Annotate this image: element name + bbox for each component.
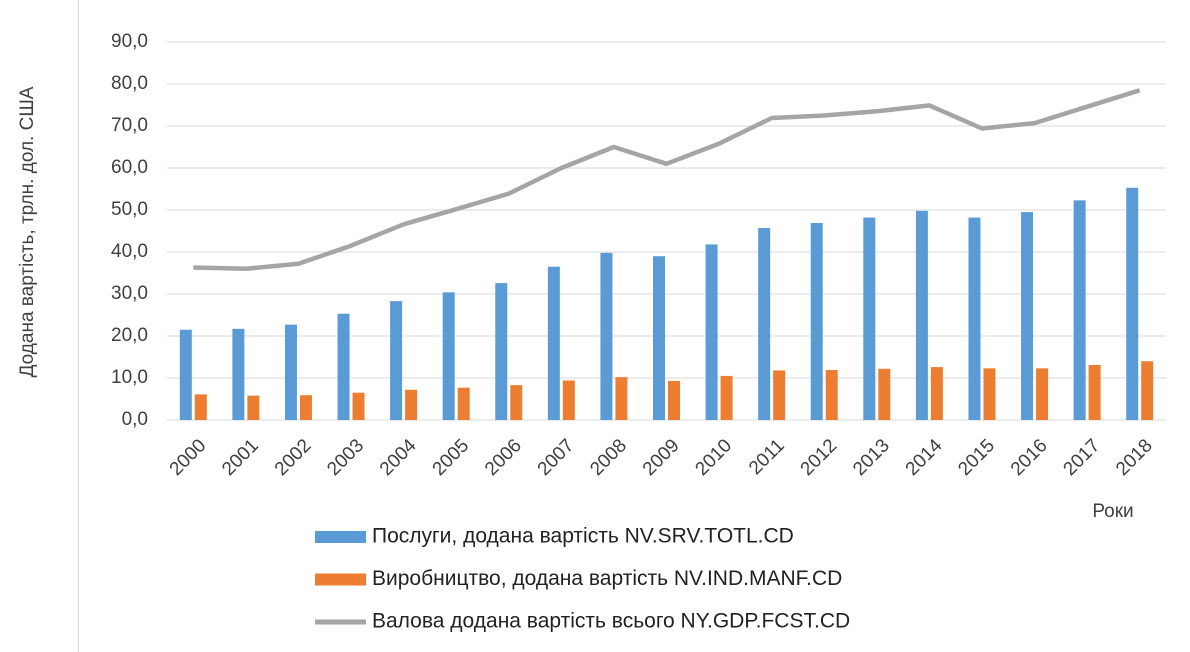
bar	[352, 392, 365, 420]
x-tick-label: 2007	[534, 435, 579, 480]
legend-label: Послуги, додана вартість NV.SRV.TOTL.CD	[372, 525, 794, 548]
bar	[825, 370, 838, 420]
bar	[930, 367, 943, 420]
legend-swatch	[315, 531, 366, 543]
bar	[495, 283, 508, 420]
x-tick-label: 2003	[323, 435, 368, 480]
y-tick-label: 40,0	[111, 241, 148, 262]
y-tick-label: 90,0	[111, 31, 148, 52]
y-tick-label: 20,0	[111, 325, 148, 346]
bar	[1088, 364, 1101, 420]
bar	[457, 387, 470, 420]
bar	[810, 223, 823, 420]
bar	[863, 217, 876, 420]
x-tick-label: 2016	[1007, 435, 1052, 480]
bar	[653, 256, 665, 420]
legend-swatch	[315, 573, 366, 586]
chart-border	[78, 0, 1190, 652]
x-tick-label: 2014	[902, 435, 947, 480]
y-tick-label: 60,0	[111, 157, 148, 178]
bar	[773, 370, 786, 420]
bar	[405, 389, 418, 420]
bar	[615, 377, 628, 420]
x-tick-label: 2004	[376, 435, 421, 480]
y-tick-label: 80,0	[111, 73, 148, 94]
x-tick-label: 2010	[691, 435, 736, 480]
bar	[562, 380, 575, 420]
bar	[983, 368, 996, 420]
x-tick-label: 2018	[1112, 435, 1157, 480]
x-tick-label: 2001	[218, 435, 263, 480]
legend-label: Валова додана вартість всього NY.GDP.FCS…	[372, 610, 850, 633]
y-tick-label: 0,0	[122, 409, 148, 430]
x-tick-label: 2006	[481, 435, 526, 480]
bar	[1126, 187, 1139, 420]
x-tick-label: 2000	[166, 435, 211, 480]
bar	[705, 244, 718, 420]
bar	[390, 301, 403, 420]
x-tick-label: 2002	[271, 435, 316, 480]
bar	[968, 217, 981, 420]
bar	[194, 394, 207, 420]
bar	[758, 228, 771, 420]
legend-label: Виробництво, додана вартість NV.IND.MANF…	[372, 567, 842, 590]
line	[193, 88, 1141, 272]
bar	[1073, 200, 1086, 420]
x-tick-label: 2011	[745, 435, 789, 479]
bar	[247, 395, 260, 420]
bar	[915, 210, 928, 420]
bar	[1021, 212, 1034, 420]
bar	[600, 252, 613, 420]
bar	[878, 368, 891, 420]
y-tick-label: 50,0	[111, 199, 148, 220]
x-tick-label: 2008	[586, 435, 631, 480]
bar	[668, 380, 680, 420]
y-tick-label: 10,0	[111, 367, 148, 388]
bar	[720, 375, 733, 420]
y-tick-label: 30,0	[111, 283, 148, 304]
y-axis-label: Додана вартість, трлн. дол. США	[17, 86, 38, 377]
bar	[442, 292, 455, 420]
bar	[1141, 361, 1154, 420]
x-tick-label: 2015	[954, 435, 999, 480]
y-tick-label: 70,0	[111, 115, 148, 136]
x-tick-label: 2005	[429, 435, 474, 480]
bar	[284, 324, 297, 420]
x-axis-label: Роки	[1092, 501, 1133, 522]
x-tick-label: 2013	[849, 435, 894, 480]
x-tick-label: 2012	[797, 435, 842, 480]
bar	[232, 328, 245, 420]
bar	[510, 385, 523, 420]
bar	[337, 313, 350, 420]
legend: Послуги, додана вартість NV.SRV.TOTL.CD В…	[315, 525, 850, 633]
bar	[547, 266, 560, 420]
bar	[1036, 368, 1049, 420]
x-tick-label: 2017	[1059, 435, 1104, 480]
bar	[299, 395, 312, 420]
x-tick-label: 2009	[639, 435, 684, 480]
bar	[179, 329, 192, 420]
